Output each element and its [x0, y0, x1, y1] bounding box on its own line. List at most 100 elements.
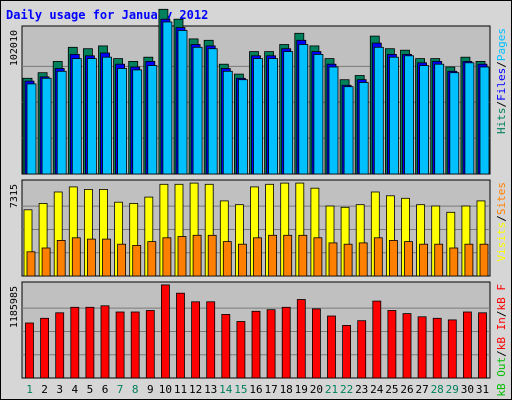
bar-sites-day-9: [147, 241, 157, 277]
bar-kb_in-day-5: [85, 306, 95, 379]
bar-kb_in-day-2: [40, 317, 49, 379]
legend-entry-visits: Visits: [495, 222, 508, 262]
bar-pages-day-4: [71, 58, 82, 175]
bar-kb_in-day-24: [372, 300, 382, 379]
bar-pages-day-19: [298, 44, 309, 175]
day-label-6: 6: [102, 383, 109, 396]
bar-pages-day-7: [117, 68, 127, 175]
bar-sites-day-4: [71, 237, 81, 277]
day-label-25: 25: [385, 383, 398, 396]
bar-kb_in-day-14: [221, 313, 231, 379]
day-label-3: 3: [56, 383, 63, 396]
bar-kb_in-day-11: [176, 292, 185, 379]
bar-kb_in-day-21: [327, 315, 336, 379]
bar-sites-day-19: [298, 234, 308, 277]
bar-sites-day-20: [313, 237, 323, 277]
bar-pages-day-29: [449, 72, 460, 175]
day-label-23: 23: [355, 383, 368, 396]
bar-pages-day-26: [404, 55, 414, 175]
day-label-15: 15: [234, 383, 247, 396]
bar-kb_in-day-31: [478, 312, 487, 379]
bar-pages-day-17: [268, 58, 279, 175]
bar-sites-day-10: [162, 237, 172, 277]
bar-kb_in-day-8: [130, 311, 140, 379]
day-label-12: 12: [189, 383, 202, 396]
bar-sites-day-22: [343, 243, 353, 277]
bar-sites-day-14: [222, 241, 232, 277]
day-label-28: 28: [431, 383, 444, 396]
bar-sites-day-25: [388, 239, 398, 277]
day-label-9: 9: [147, 383, 154, 396]
panel-1: 102010 Hits/Files/Pages: [9, 8, 508, 175]
legend-separator: /: [495, 101, 508, 108]
bar-sites-day-7: [117, 243, 126, 277]
panel-3: 1185985 kB Out/kB In/kB F: [9, 281, 508, 397]
chart-panels: 102010Hits/Files/Pages7315Visits/Sites11…: [9, 8, 508, 397]
day-label-20: 20: [310, 383, 323, 396]
legend-2: Visits/Sites: [495, 182, 508, 262]
bar-sites-day-18: [283, 234, 293, 277]
day-label-22: 22: [340, 383, 353, 396]
bar-kb_in-day-19: [296, 299, 306, 379]
day-label-14: 14: [219, 383, 233, 396]
bar-sites-day-26: [404, 241, 413, 277]
day-label-16: 16: [249, 383, 262, 396]
bar-pages-day-20: [313, 54, 324, 175]
scale-label: 7315: [9, 184, 20, 208]
day-label-26: 26: [400, 383, 413, 396]
bar-sites-day-12: [192, 234, 202, 277]
bar-sites-day-21: [328, 242, 338, 277]
bar-pages-day-16: [253, 58, 263, 175]
day-label-27: 27: [415, 383, 428, 396]
bar-pages-day-12: [192, 46, 203, 175]
bar-kb_in-day-18: [281, 306, 291, 379]
bar-kb_in-day-26: [402, 313, 412, 379]
bar-kb_in-day-12: [191, 301, 201, 379]
bar-pages-day-11: [177, 30, 188, 175]
day-label-18: 18: [280, 383, 293, 396]
day-label-5: 5: [87, 383, 94, 396]
bar-sites-day-15: [237, 243, 247, 277]
bar-kb_in-day-9: [145, 310, 155, 379]
day-label-24: 24: [370, 383, 384, 396]
bar-pages-day-24: [373, 46, 384, 175]
bar-sites-day-1: [26, 251, 36, 277]
bar-sites-day-30: [464, 243, 474, 277]
legend-separator: /: [495, 215, 508, 222]
bar-sites-day-8: [132, 244, 142, 277]
scale-label: 102010: [9, 30, 20, 66]
bar-sites-day-23: [358, 242, 368, 277]
legend-3: kB Out/kB In/kB F: [495, 284, 508, 397]
day-label-10: 10: [159, 383, 172, 396]
scale-label: 1185985: [9, 286, 20, 328]
bar-sites-day-31: [479, 243, 489, 277]
bar-kb_in-day-4: [70, 306, 80, 379]
legend-1: Hits/Files/Pages: [495, 28, 508, 134]
bar-pages-day-27: [419, 65, 430, 175]
bar-sites-day-29: [449, 247, 459, 277]
bar-sites-day-27: [419, 243, 429, 277]
bar-pages-day-3: [56, 70, 67, 175]
day-label-11: 11: [174, 383, 187, 396]
bar-sites-day-16: [253, 237, 262, 277]
bar-pages-day-9: [147, 65, 158, 175]
bar-pages-day-30: [464, 62, 475, 175]
legend-entry-files: Files: [495, 68, 508, 101]
bar-kb_in-day-3: [55, 312, 65, 379]
day-label-7: 7: [117, 383, 124, 396]
bar-pages-day-14: [222, 70, 233, 175]
bar-pages-day-23: [358, 82, 369, 175]
bar-kb_in-day-17: [266, 309, 276, 379]
bar-pages-day-5: [87, 58, 97, 175]
legend-separator: /: [495, 311, 508, 318]
bar-kb_in-day-29: [447, 319, 457, 379]
chart-title: Daily usage for January 2012: [6, 8, 208, 22]
bar-sites-day-5: [87, 238, 96, 277]
bar-kb_in-day-20: [311, 308, 321, 379]
bar-sites-day-2: [41, 247, 51, 277]
bar-kb_in-day-27: [417, 316, 427, 379]
bar-pages-day-28: [434, 63, 445, 175]
day-label-8: 8: [132, 383, 139, 396]
x-axis-labels: 1 2 3 4 5 6 7 8 9 10 11 12 13 14 15 16 17 18 19 20 21 22 23 24 2…: [26, 383, 489, 396]
bar-sites-day-3: [56, 239, 66, 277]
